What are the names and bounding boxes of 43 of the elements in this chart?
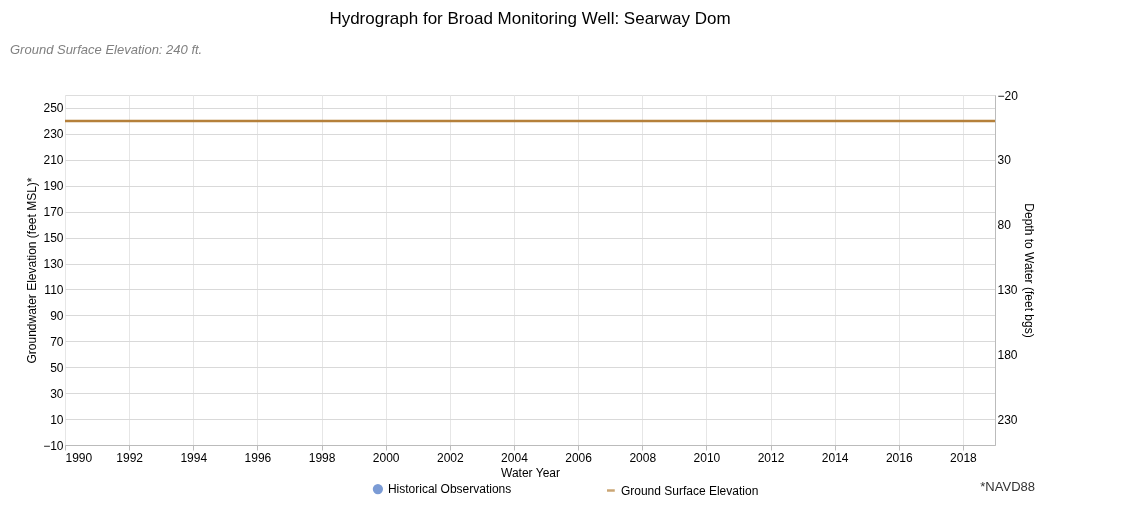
x-tick-label: 1998 — [308, 450, 336, 465]
legend-label: Historical Observations — [387, 482, 512, 497]
y-axis-title: Groundwater Elevation (feet MSL)* — [25, 177, 40, 364]
x-tick-label: 2002 — [436, 450, 464, 465]
y-tick-label: −10 — [43, 438, 64, 453]
x-axis-title: Water Year — [501, 465, 560, 480]
y-tick-label: 190 — [43, 179, 64, 194]
y2-tick-label: 180 — [997, 347, 1018, 362]
y2-tick-label: 130 — [997, 282, 1018, 297]
y-tick-label: 10 — [50, 412, 64, 427]
y-tick-label: 70 — [50, 334, 64, 349]
y2-tick-label: 230 — [997, 412, 1018, 427]
legend-label: Ground Surface Elevation — [620, 483, 759, 498]
x-tick-label: 2014 — [821, 450, 849, 465]
x-tick-label: 2012 — [757, 450, 785, 465]
y2-tick-label: 30 — [997, 153, 1012, 168]
y-tick-label: 130 — [43, 257, 64, 272]
y2-tick-label: 80 — [997, 218, 1012, 233]
text: *NAVD88 — [980, 479, 1035, 494]
y-tick-label: 150 — [43, 231, 64, 246]
y2-axis-title: Depth to Water (feet bgs) — [1021, 203, 1036, 338]
y-tick-label: 210 — [43, 153, 64, 168]
y-tick-label: 110 — [44, 282, 64, 297]
text: Ground Surface Elevation: 240 ft. — [10, 42, 203, 57]
x-tick-label: 2008 — [629, 450, 657, 465]
y-tick-label: 250 — [43, 101, 64, 116]
x-tick-label: 1996 — [244, 450, 272, 465]
x-tick-label: 2010 — [693, 450, 721, 465]
y2-tick-label: −20 — [997, 88, 1019, 103]
y-tick-label: 170 — [43, 205, 64, 220]
x-tick-label: 1990 — [65, 450, 93, 465]
x-tick-label: 1992 — [116, 450, 144, 465]
x-tick-label: 1994 — [180, 450, 208, 465]
x-tick-label: 2000 — [372, 450, 400, 465]
x-tick-label: 2006 — [565, 450, 593, 465]
x-tick-label: 2004 — [501, 450, 529, 465]
chart-title: Hydrograph for Broad Monitoring Well: Searway Dom — [329, 9, 731, 28]
y-tick-label: 90 — [50, 308, 64, 323]
y-tick-label: 230 — [43, 127, 64, 142]
x-tick-label: 2016 — [885, 450, 913, 465]
y-tick-label: 30 — [50, 386, 64, 401]
y-tick-label: 50 — [50, 360, 64, 375]
x-tick-label: 2018 — [950, 450, 978, 465]
